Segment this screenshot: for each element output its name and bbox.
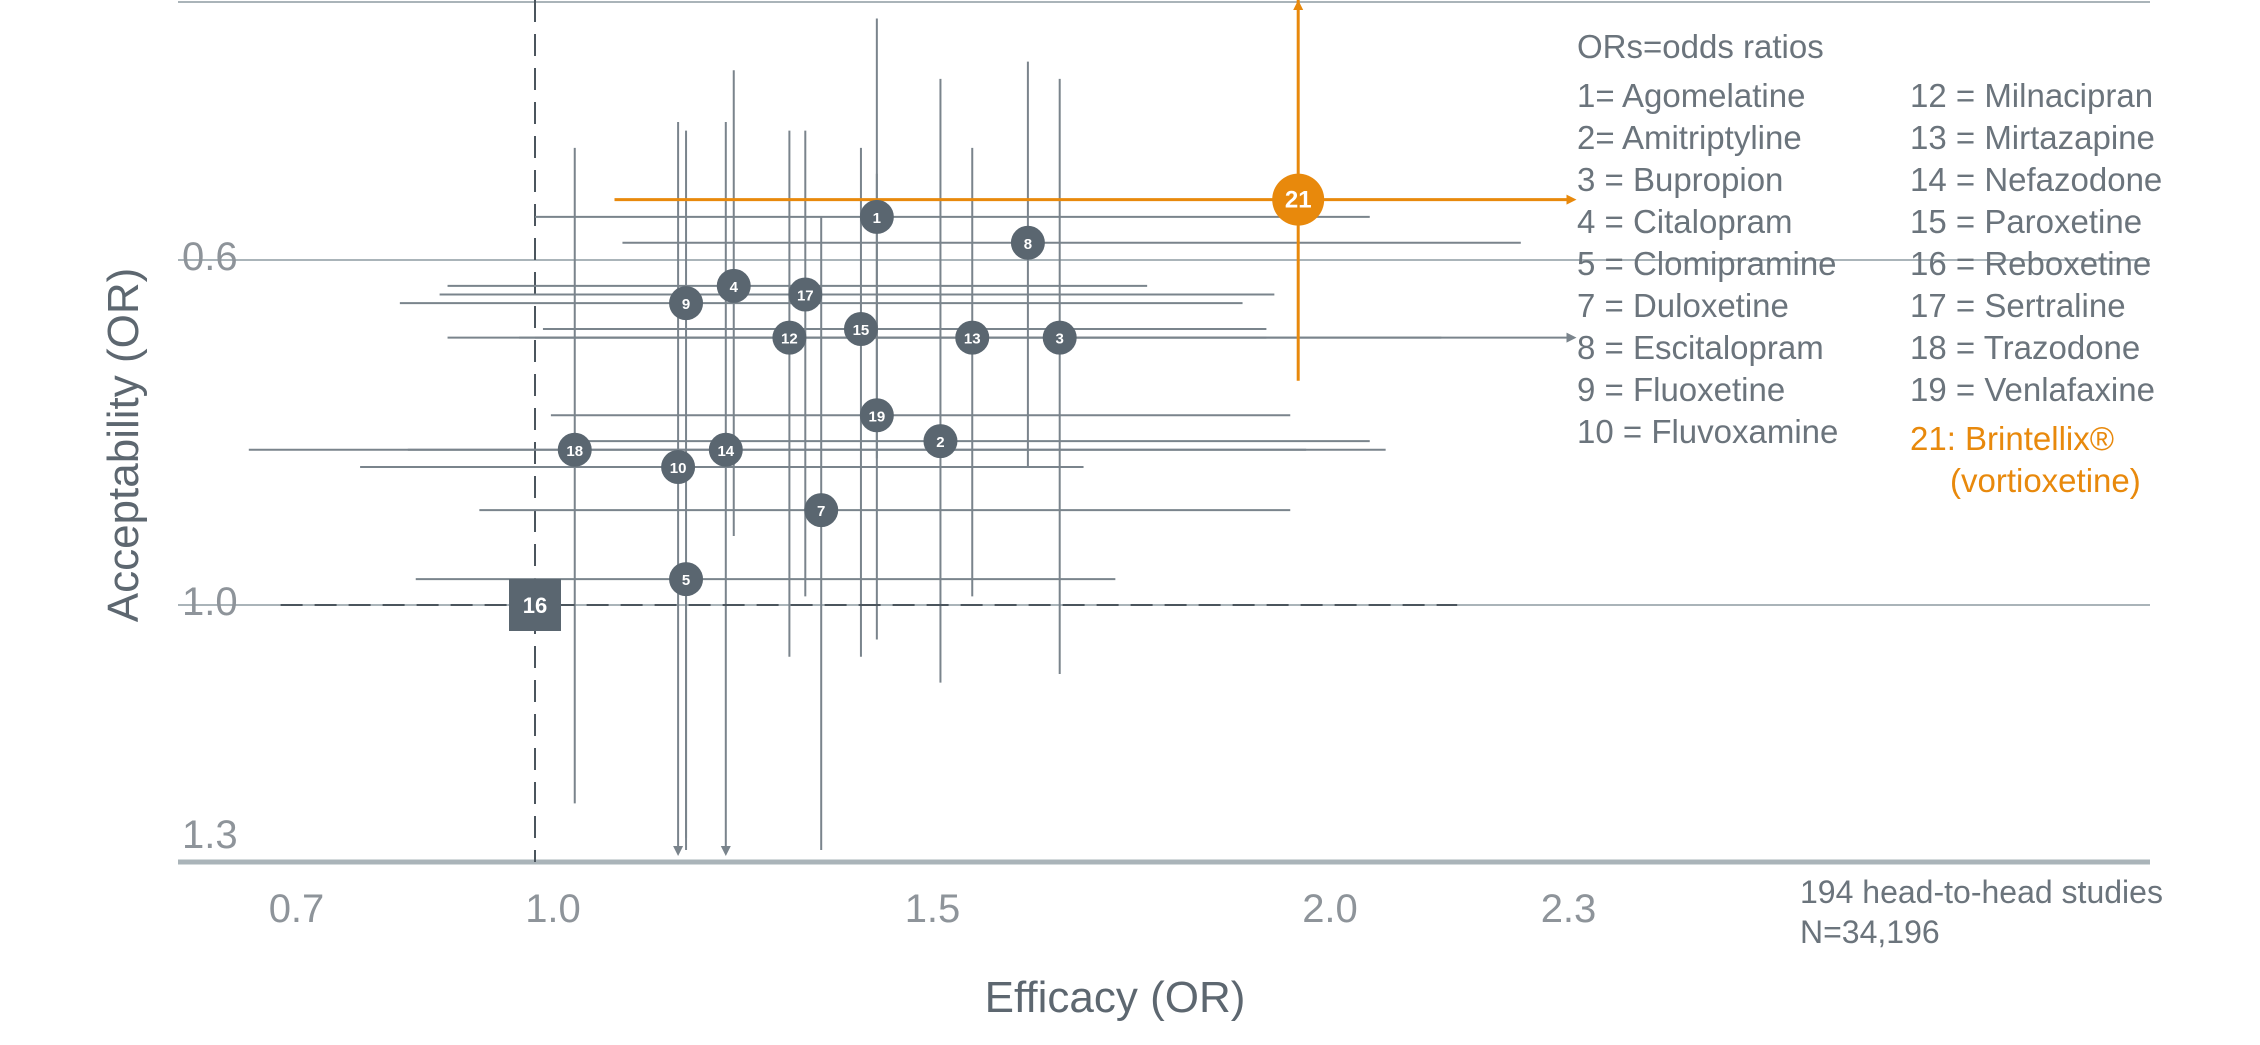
x-tick-1.5: 1.5 <box>905 887 961 931</box>
y-tick-1.0: 1.0 <box>182 580 238 624</box>
legend-entry-left-7: 9 = Fluoxetine <box>1577 371 1786 408</box>
legend-highlight-line1: 21: Brintellix® <box>1910 420 2115 457</box>
marker-14 <box>708 432 743 467</box>
legend-entry-right-3: 15 = Paroxetine <box>1910 203 2143 240</box>
ci-arrow-up-21 <box>1293 0 1304 10</box>
legend-entry-left-1: 2= Amitriptyline <box>1577 119 1802 156</box>
marker-label-8: 8 <box>1024 236 1032 253</box>
legend-highlight-line2: (vortioxetine) <box>1950 462 2141 499</box>
error-bars <box>248 0 1577 856</box>
legend-column-left: 1= Agomelatine 2= Amitriptyline 3 = Buprop… <box>1577 75 1838 453</box>
marker-label-16: 16 <box>523 593 547 618</box>
y-tick-labels: 0.6 1.0 1.3 <box>182 235 238 857</box>
legend-entry-right-1: 13 = Mirtazapine <box>1910 119 2155 156</box>
marker-label-1: 1 <box>873 210 881 227</box>
marker-square-16 <box>509 579 561 631</box>
grid-lines <box>178 1 2150 865</box>
ci-arrow-right-3 <box>1566 332 1577 343</box>
legend-entry-left-3: 4 = Citalopram <box>1577 203 1793 240</box>
marker-10 <box>661 450 696 484</box>
marker-1 <box>859 199 894 234</box>
legend-highlight: 21: Brintellix® (vortioxetine) <box>1910 418 2141 502</box>
legend-entry-right-5: 17 = Sertraline <box>1910 287 2126 324</box>
marker-label-19: 19 <box>869 408 886 425</box>
legend-entry-left-4: 5 = Clomipramine <box>1577 245 1837 282</box>
marker-5 <box>669 562 704 597</box>
marker-18 <box>557 432 592 467</box>
legend-entry-left-8: 10 = Fluvoxamine <box>1577 413 1839 450</box>
x-tick-0.7: 0.7 <box>269 887 325 931</box>
marker-label-15: 15 <box>853 322 870 339</box>
marker-4 <box>716 268 751 303</box>
marker-highlight-21 <box>1272 173 1325 226</box>
marker-label-5: 5 <box>682 572 690 589</box>
marker-label-7: 7 <box>817 503 825 520</box>
x-tick-2.0: 2.0 <box>1302 887 1358 931</box>
marker-label-2: 2 <box>936 434 944 451</box>
study-count: 194 head-to-head studies <box>1800 874 2163 910</box>
marker-label-21: 21 <box>1285 187 1312 214</box>
marker-label-12: 12 <box>781 331 798 348</box>
marker-label-10: 10 <box>670 460 687 477</box>
marker-19 <box>859 398 894 433</box>
x-tick-labels: 0.7 1.0 1.5 2.0 2.3 <box>269 887 1597 931</box>
marker-2 <box>923 424 958 459</box>
y-tick-1.3: 1.3 <box>182 813 238 857</box>
legend-header: ORs=odds ratios <box>1577 28 1824 65</box>
marker-17 <box>788 277 823 312</box>
ci-arrow-down-14 <box>720 846 731 856</box>
legend-entry-right-2: 14 = Nefazodone <box>1910 161 2163 198</box>
legend-entry-left-6: 8 = Escitalopram <box>1577 329 1824 366</box>
marker-label-4: 4 <box>730 279 739 296</box>
ci-arrow-down-10 <box>673 846 684 856</box>
legend-entry-right-4: 16 = Reboxetine <box>1910 245 2152 282</box>
legend-entry-left-5: 7 = Duloxetine <box>1577 287 1789 324</box>
marker-12 <box>772 320 807 355</box>
marker-8 <box>1010 225 1045 260</box>
marker-label-17: 17 <box>797 288 814 305</box>
marker-label-3: 3 <box>1056 331 1064 348</box>
marker-3 <box>1042 320 1077 355</box>
marker-9 <box>669 286 704 321</box>
marker-label-9: 9 <box>682 296 690 313</box>
legend: ORs=odds ratios <box>1577 26 1824 68</box>
x-tick-1.0: 1.0 <box>525 887 581 931</box>
marker-13 <box>955 320 990 355</box>
marker-7 <box>804 493 839 528</box>
x-axis-title: Efficacy (OR) <box>985 973 1246 1022</box>
legend-entry-left-0: 1= Agomelatine <box>1577 77 1806 114</box>
x-tick-2.3: 2.3 <box>1541 887 1597 931</box>
legend-entry-right-6: 18 = Trazodone <box>1910 329 2141 366</box>
legend-entry-right-0: 12 = Milnacipran <box>1910 77 2154 114</box>
legend-entry-right-7: 19 = Venlafaxine <box>1910 371 2155 408</box>
sample-size: N=34,196 <box>1800 914 1940 950</box>
y-tick-0.6: 0.6 <box>182 235 238 279</box>
legend-entry-left-2: 3 = Bupropion <box>1577 161 1784 198</box>
marker-15 <box>843 312 878 346</box>
marker-label-18: 18 <box>566 443 583 460</box>
y-axis-title: Acceptability (OR) <box>99 268 148 623</box>
marker-label-14: 14 <box>717 443 734 460</box>
marker-label-13: 13 <box>964 331 981 348</box>
legend-column-right: 12 = Milnacipran 13 = Mirtazapine 14 = Nef… <box>1910 75 2162 411</box>
study-note: 194 head-to-head studies N=34,196 <box>1800 872 2163 952</box>
ci-arrow-right-21 <box>1566 194 1577 205</box>
